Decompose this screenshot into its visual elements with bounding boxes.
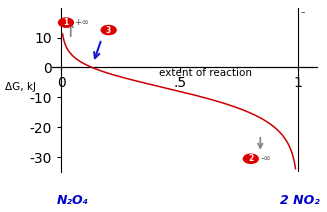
Text: N₂O₄: N₂O₄ [57,194,89,207]
Text: -: - [301,6,305,19]
Text: 2: 2 [248,154,253,163]
Circle shape [101,25,116,35]
Text: -∞: -∞ [260,154,271,163]
Circle shape [59,18,73,27]
Text: extent of reaction: extent of reaction [159,68,252,78]
Text: +∞: +∞ [74,18,89,27]
Text: ΔG, kJ: ΔG, kJ [5,82,36,92]
Circle shape [243,154,258,163]
Text: 1: 1 [63,18,69,27]
Text: 3: 3 [106,26,111,35]
Text: 2 NO₂: 2 NO₂ [280,194,320,207]
